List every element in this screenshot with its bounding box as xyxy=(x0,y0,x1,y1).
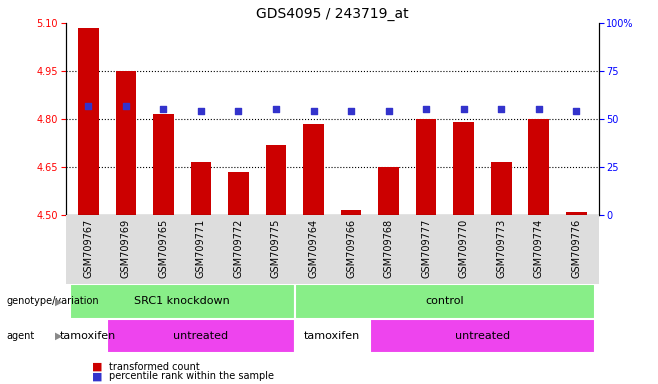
Bar xyxy=(370,319,595,353)
Bar xyxy=(341,210,361,215)
Bar xyxy=(295,284,595,319)
Text: percentile rank within the sample: percentile rank within the sample xyxy=(109,371,274,381)
Text: genotype/variation: genotype/variation xyxy=(7,296,99,306)
Text: GSM709776: GSM709776 xyxy=(571,218,581,278)
Text: control: control xyxy=(426,296,464,306)
Text: untreated: untreated xyxy=(455,331,510,341)
Bar xyxy=(528,119,549,215)
Text: GSM709774: GSM709774 xyxy=(534,218,544,278)
Point xyxy=(120,103,131,109)
Text: GSM709767: GSM709767 xyxy=(84,218,93,278)
Text: ■: ■ xyxy=(92,371,103,381)
Text: transformed count: transformed count xyxy=(109,362,199,372)
Bar xyxy=(70,319,107,353)
Bar xyxy=(78,28,99,215)
Bar xyxy=(453,122,474,215)
Bar xyxy=(228,172,249,215)
Point xyxy=(270,106,281,113)
Text: GSM709768: GSM709768 xyxy=(384,218,393,278)
Point xyxy=(83,103,93,109)
Point xyxy=(534,106,544,113)
Point xyxy=(421,106,432,113)
Text: ▶: ▶ xyxy=(55,296,63,306)
Bar xyxy=(303,124,324,215)
Bar xyxy=(266,145,286,215)
Text: GSM709770: GSM709770 xyxy=(459,218,468,278)
Bar xyxy=(416,119,436,215)
Bar xyxy=(295,319,370,353)
Bar xyxy=(66,215,599,284)
Point xyxy=(571,108,582,114)
Bar xyxy=(191,162,211,215)
Text: ▶: ▶ xyxy=(55,331,63,341)
Text: ■: ■ xyxy=(92,362,103,372)
Text: tamoxifen: tamoxifen xyxy=(304,331,361,341)
Text: tamoxifen: tamoxifen xyxy=(60,331,116,341)
Text: untreated: untreated xyxy=(173,331,228,341)
Bar xyxy=(566,212,586,215)
Text: GSM709771: GSM709771 xyxy=(196,218,206,278)
Bar xyxy=(491,162,511,215)
Bar xyxy=(116,71,136,215)
Point xyxy=(459,106,469,113)
Point xyxy=(308,108,318,114)
Text: GSM709777: GSM709777 xyxy=(421,218,431,278)
Text: GSM709772: GSM709772 xyxy=(234,218,243,278)
Point xyxy=(158,106,168,113)
Bar xyxy=(153,114,174,215)
Text: GSM709773: GSM709773 xyxy=(496,218,506,278)
Title: GDS4095 / 243719_at: GDS4095 / 243719_at xyxy=(256,7,409,21)
Point xyxy=(496,106,507,113)
Text: GSM709765: GSM709765 xyxy=(159,218,168,278)
Point xyxy=(233,108,243,114)
Text: GSM709775: GSM709775 xyxy=(271,218,281,278)
Point xyxy=(195,108,206,114)
Bar xyxy=(378,167,399,215)
Text: SRC1 knockdown: SRC1 knockdown xyxy=(134,296,230,306)
Bar xyxy=(70,284,295,319)
Bar xyxy=(107,319,295,353)
Point xyxy=(384,108,394,114)
Text: GSM709766: GSM709766 xyxy=(346,218,356,278)
Point xyxy=(346,108,357,114)
Text: GSM709769: GSM709769 xyxy=(121,218,131,278)
Text: GSM709764: GSM709764 xyxy=(309,218,318,278)
Text: agent: agent xyxy=(7,331,35,341)
